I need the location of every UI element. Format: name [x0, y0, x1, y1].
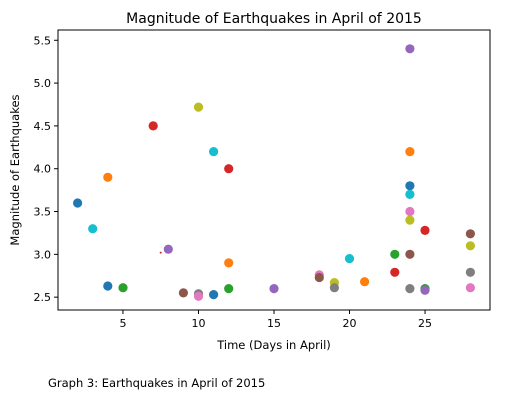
scatter-point-10	[193, 291, 204, 301]
scatter-point-32	[405, 284, 415, 294]
scatter-point-23	[390, 249, 400, 259]
y-tick-label: 5.5	[34, 34, 52, 47]
scatter-point-22	[360, 277, 370, 287]
y-axis-label: Magnitude of Earthquakes	[8, 94, 22, 245]
scatter-point-24	[390, 267, 400, 277]
y-tick-label: 4.0	[34, 163, 52, 176]
scatter-point-7	[178, 288, 188, 298]
plot-area	[73, 44, 475, 301]
scatter-point-18	[314, 272, 324, 283]
scatter-point-28	[405, 189, 415, 199]
scatter-point-3	[103, 281, 113, 291]
y-tick-label: 4.5	[34, 120, 52, 133]
scatter-point-2	[103, 172, 113, 182]
scatter-point-29	[405, 206, 415, 217]
scatter-point-6	[163, 244, 173, 254]
scatter-point-12	[209, 290, 219, 300]
scatter-point-1	[88, 224, 98, 234]
scatter-point-33	[420, 225, 430, 235]
scatter-point-39	[465, 283, 475, 293]
x-tick-label: 5	[119, 317, 126, 330]
scatter-point-36	[465, 229, 475, 239]
y-tick-label: 3.0	[34, 248, 52, 261]
scatter-point-14	[224, 258, 234, 268]
scatter-point-21	[344, 254, 355, 264]
scatter-point-20	[329, 283, 339, 293]
small-mark-0	[159, 251, 162, 254]
x-tick-label: 25	[418, 317, 432, 330]
x-axis-label: Time (Days in April)	[216, 338, 331, 352]
scatter-point-35	[420, 285, 430, 295]
scatter-point-5	[148, 121, 158, 131]
scatter-point-38	[465, 267, 475, 277]
y-tick-label: 5.0	[34, 77, 52, 90]
x-axis: 5 10 15 20 25	[119, 310, 432, 330]
y-tick-label: 2.5	[34, 291, 52, 304]
scatter-point-0	[73, 198, 83, 208]
x-tick-label: 10	[191, 317, 205, 330]
scatter-point-27	[405, 181, 415, 191]
scatter-point-25	[405, 44, 415, 54]
scatter-point-11	[209, 147, 219, 157]
y-tick-label: 3.5	[34, 206, 52, 219]
x-tick-label: 20	[343, 317, 357, 330]
scatter-point-8	[193, 102, 204, 112]
plot-frame	[57, 29, 491, 311]
scatter-point-30	[405, 215, 415, 225]
scatter-point-4	[118, 283, 128, 293]
figure-caption: Graph 3: Earthquakes in April of 2015	[48, 376, 266, 390]
chart-title: Magnitude of Earthquakes in April of 201…	[126, 11, 422, 27]
scatter-point-26	[405, 147, 415, 157]
x-tick-label: 15	[267, 317, 281, 330]
scatter-point-13	[224, 164, 234, 174]
scatter-point-37	[465, 241, 475, 251]
scatter-point-16	[269, 284, 279, 294]
scatter-point-31	[405, 249, 415, 259]
scatter-chart: Magnitude of Earthquakes in April of 201…	[8, 11, 491, 352]
scatter-point-15	[224, 284, 234, 294]
y-axis: 2.5 3.0 3.5 4.0 4.5 5.0 5.5	[34, 34, 58, 304]
